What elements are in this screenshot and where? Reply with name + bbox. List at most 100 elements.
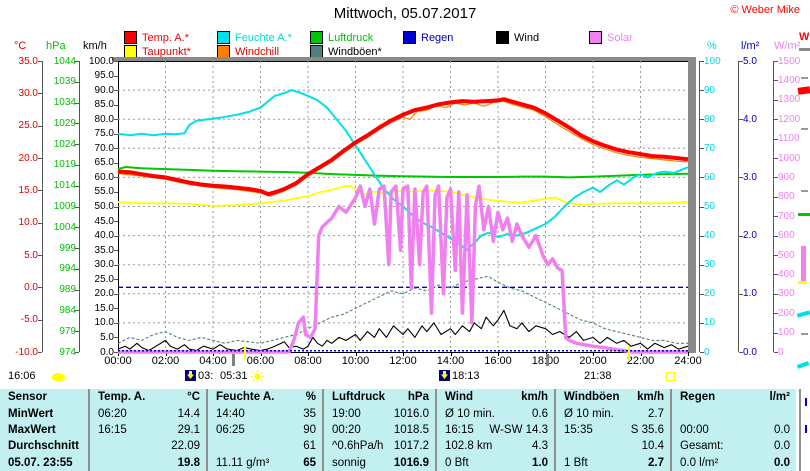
legend-item: Wind (496, 31, 589, 44)
x-axis-tick (355, 352, 357, 356)
axis-tick-label: 35.0 (18, 55, 38, 67)
moonset-icon (185, 370, 196, 381)
axis-tick-label: 10.0 (18, 217, 38, 229)
series-Wind (117, 309, 689, 352)
axis-tick-label: 80.0 (94, 113, 114, 125)
axis-tick (114, 104, 118, 106)
axis-tick-label: 25.0 (18, 120, 38, 132)
axis-tick-label: 600 (778, 230, 795, 242)
table-cell-value: 2.7 (648, 456, 664, 469)
axis-tick-label: 30 (704, 259, 716, 271)
axis-tick (114, 119, 118, 121)
plot-border-right (688, 57, 696, 353)
axis-tick-label: 55.0 (94, 186, 114, 198)
axis-tick (114, 221, 118, 223)
axis-tick-label: 40 (704, 230, 716, 242)
table-cell: Ø 10 min. (564, 407, 614, 420)
axis-tick (700, 148, 704, 150)
axis-tick-label: 1000 (778, 152, 801, 164)
axis-tick-label: -5.0 (20, 314, 38, 326)
axis-tick-label: 15.0 (94, 302, 114, 314)
legend-label: Solar (607, 31, 633, 44)
table-cell-value: 0.0 (774, 440, 790, 453)
legend-swatch-icon (310, 31, 323, 44)
axis-tick-label: 75.0 (94, 128, 114, 140)
axis-tick-label: 20.0 (18, 152, 38, 164)
table-cell: 0.0 l/m² (680, 456, 719, 469)
axis-tick-label: 50 (704, 201, 716, 212)
axis-tick (75, 289, 79, 291)
axis-tick (114, 90, 118, 92)
axis-tick-label: 90.0 (94, 84, 114, 96)
table-cell-value: 0.0 (774, 423, 790, 436)
axis-tick (38, 125, 42, 127)
axis-tick (75, 81, 79, 83)
axis-tick-label: 0.0 (24, 281, 38, 293)
table-cell-value: 4.3 (532, 440, 548, 453)
moonset-icon (439, 370, 450, 381)
table-cell: 00:00 (680, 423, 709, 436)
table-column-header: Luftdruck (332, 391, 386, 404)
axis-tick-label: 979 (59, 325, 76, 337)
axis-tick (774, 80, 778, 82)
legend-swatch-icon (496, 31, 509, 44)
axis-tick (114, 148, 118, 150)
axis-tick-label: 1029 (53, 117, 76, 129)
axis-tick (700, 264, 704, 266)
axis-unit-celsius: °C (14, 40, 27, 52)
axis-tick (774, 293, 778, 295)
axis-tick-label: 10.0 (94, 317, 114, 329)
axis-tick (38, 319, 42, 321)
axis-tick-label: 100 (778, 327, 795, 339)
table-cell-value: 1016.0 (393, 407, 429, 420)
table-column-unit: l/m² (769, 391, 790, 404)
axis-tick-label: 20 (704, 288, 716, 300)
axis-tick (774, 99, 778, 101)
table-column-unit: °C (187, 391, 200, 404)
x-axis-tick-label: 10:00 (341, 355, 370, 367)
table-column-Feuchte A.: Feuchte A.% 14:40 35 06:25 90 61 11.11 g/m³ 65 (206, 389, 322, 471)
table-column-Temp. A.: Temp. A. °C 06:20 14.4 16:15 29.1 22.09 19.8 (88, 389, 206, 471)
next-panel-label: W (799, 31, 810, 43)
x-axis-tick (688, 352, 689, 356)
axis-tick-label: 900 (778, 171, 795, 183)
legend-label: Wind (514, 31, 540, 44)
axis-tick-label: 1300 (778, 94, 801, 106)
table-cell-value: 0.6 (532, 407, 548, 420)
next-panel-tick (801, 128, 808, 130)
axis-tick (114, 337, 118, 339)
axis-tick (774, 313, 778, 315)
axis-tick-label: 200 (778, 307, 795, 319)
axis-tick-label: 5.0 (743, 55, 757, 67)
axis-tick-label: 1400 (778, 74, 801, 86)
axis-tick (38, 61, 42, 62)
table-row-label: MaxWert (8, 423, 56, 436)
axis-tick (114, 250, 118, 252)
axis-tick (38, 158, 42, 159)
axis-tick-label: 400 (778, 268, 795, 280)
axis-tick (739, 177, 743, 179)
table-column-header: Windböen (564, 391, 620, 404)
axis-tick (774, 138, 778, 140)
table-cell-value: 29.1 (177, 423, 200, 436)
legend-label: Luftdruck (328, 31, 374, 44)
axis-tick (700, 352, 704, 353)
x-axis-tick (640, 352, 642, 356)
axis-tick (700, 206, 704, 208)
axis-tick (75, 206, 79, 208)
x-axis-tick-label: 24:00 (674, 355, 702, 367)
table-cell: 102.8 km (445, 440, 493, 453)
axis-tick (700, 61, 704, 62)
axis-tick-label: 974 (59, 346, 76, 358)
axis-tick (700, 177, 704, 179)
plot-border-top (112, 57, 696, 61)
axis-tick (774, 61, 778, 62)
axis-tick (114, 133, 118, 135)
axis-tick (114, 61, 118, 62)
axis-unit-hpa: hPa (46, 40, 66, 52)
legend-row-2: Taupunkt* Windchill Windböen* (124, 45, 403, 58)
axis-tick (75, 227, 79, 229)
axis-tick-label: 1024 (53, 138, 76, 150)
axis-tick-label: 0.0 (743, 346, 757, 358)
